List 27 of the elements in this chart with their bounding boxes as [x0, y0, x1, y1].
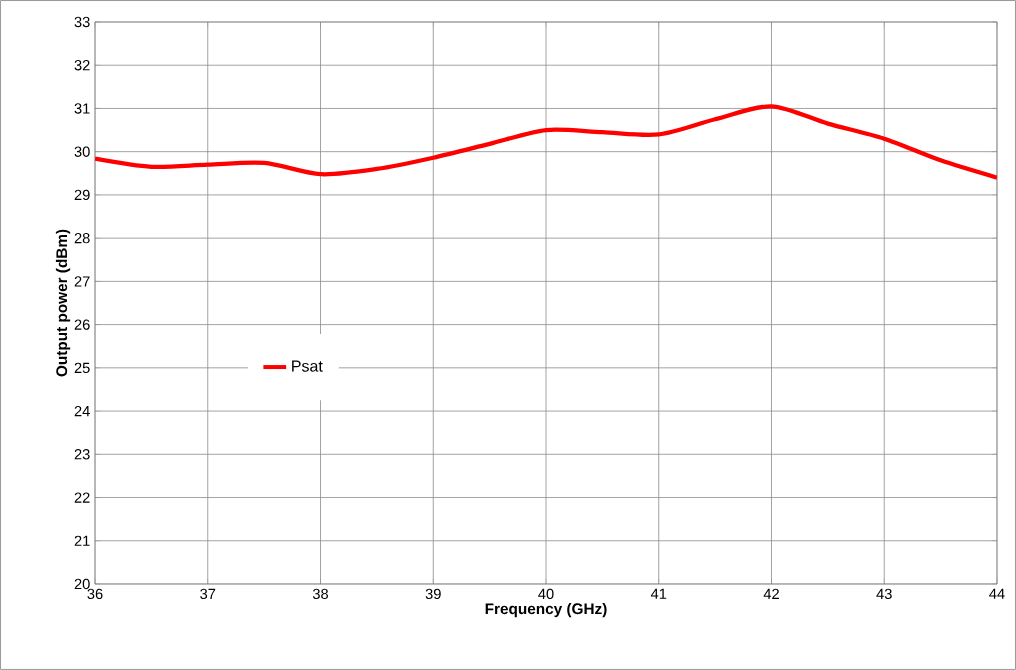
y-axis-title: Output power (dBm) [55, 229, 71, 377]
x-tick-label: 44 [989, 588, 1005, 599]
y-tick-label: 31 [74, 103, 90, 114]
x-tick-label: 39 [425, 588, 441, 600]
y-tick-label: 32 [74, 60, 90, 71]
y-tick-label: 24 [74, 405, 90, 417]
x-tick-label: 42 [763, 588, 779, 599]
y-tick-label: 21 [74, 535, 90, 546]
x-tick-label: 43 [876, 588, 892, 600]
x-tick-label: 36 [87, 588, 103, 600]
x-axis-title: Frequency (GHz) [485, 602, 607, 618]
line-series [95, 104, 997, 180]
y-tick-label: 22 [74, 492, 90, 503]
legend-label: Psat [292, 360, 323, 372]
y-tick-label: 30 [74, 146, 90, 157]
y-tick-label: 26 [74, 319, 90, 330]
y-tick-label: 25 [74, 362, 90, 374]
x-tick-label: 37 [200, 588, 216, 600]
y-tick-label: 23 [74, 449, 90, 460]
y-tick-label: 33 [74, 16, 90, 28]
y-tick-label: 29 [74, 189, 90, 201]
x-tick-label: 40 [538, 588, 554, 600]
x-tick-label: 41 [650, 588, 667, 599]
y-tick-label: 20 [74, 578, 90, 590]
x-tick-label: 38 [312, 588, 329, 600]
y-tick-label: 27 [74, 276, 90, 287]
y-tick-label: 28 [74, 232, 90, 244]
